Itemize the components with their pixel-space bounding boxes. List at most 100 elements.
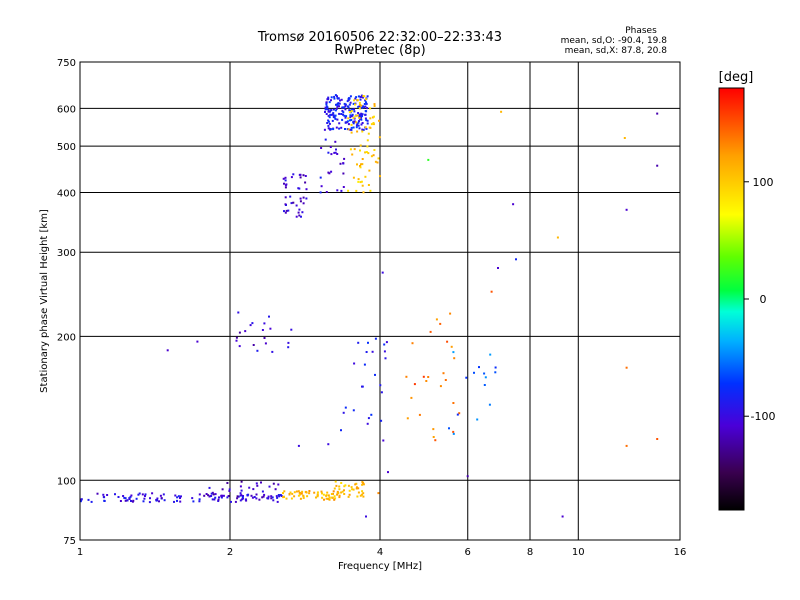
data-point (359, 98, 362, 101)
data-point (366, 119, 369, 122)
data-point (363, 106, 366, 109)
data-point (452, 430, 455, 433)
data-point (319, 176, 322, 179)
data-point (327, 494, 330, 497)
data-point (331, 119, 334, 122)
data-point (180, 495, 182, 498)
data-point (129, 495, 132, 498)
data-point (128, 498, 131, 500)
data-point (333, 498, 336, 501)
data-point (255, 493, 258, 496)
data-point (238, 331, 241, 334)
data-point (103, 499, 106, 502)
data-point (446, 340, 449, 343)
data-point (365, 102, 368, 105)
data-point (356, 486, 358, 489)
data-point (327, 96, 330, 99)
data-point (327, 127, 330, 130)
data-point (338, 127, 341, 130)
data-point (132, 499, 135, 502)
data-point (304, 181, 307, 184)
data-point (126, 499, 129, 502)
data-point (117, 496, 120, 498)
data-point (366, 107, 368, 110)
data-point (248, 486, 251, 489)
data-point (350, 115, 353, 118)
data-point (261, 496, 264, 499)
data-point (328, 116, 331, 119)
data-point (515, 258, 517, 261)
data-point (350, 123, 353, 126)
data-point (356, 114, 359, 117)
data-point (348, 111, 351, 114)
data-point (208, 486, 211, 489)
data-point (364, 126, 367, 129)
data-point (327, 171, 330, 174)
data-point (383, 343, 386, 346)
data-point (358, 127, 361, 130)
data-point (360, 118, 363, 121)
data-point (476, 418, 479, 421)
data-point (227, 495, 230, 497)
data-point (222, 494, 225, 497)
data-point (244, 498, 247, 501)
data-point (338, 122, 341, 125)
data-point (360, 163, 362, 166)
data-point (228, 488, 231, 491)
data-point (489, 353, 492, 356)
data-point (335, 148, 337, 151)
data-point (345, 115, 348, 118)
data-point (354, 115, 357, 118)
x-tick-label: 2 (227, 547, 233, 558)
data-point (364, 105, 367, 108)
data-point (362, 128, 365, 131)
data-point (298, 208, 301, 211)
data-point (348, 103, 351, 106)
plot-frame (79, 61, 681, 541)
data-point (367, 417, 370, 420)
data-point (329, 146, 332, 148)
data-point (240, 489, 243, 492)
y-tick-label: 300 (57, 248, 76, 259)
data-point (365, 101, 367, 104)
data-point (358, 120, 360, 123)
data-point (333, 487, 336, 490)
data-point (239, 485, 242, 488)
data-point (327, 120, 330, 123)
data-point (556, 236, 559, 239)
data-point (252, 488, 255, 491)
data-point (156, 499, 158, 502)
data-point (377, 157, 380, 160)
data-point (365, 351, 368, 353)
data-point (435, 318, 438, 321)
data-point (329, 128, 332, 131)
data-point (334, 94, 337, 97)
data-point (166, 349, 169, 352)
data-point (263, 493, 266, 496)
data-point (316, 493, 319, 496)
data-point (333, 95, 336, 98)
data-point (500, 110, 503, 113)
data-point (274, 488, 277, 491)
data-point (356, 99, 359, 102)
data-point (387, 471, 389, 474)
data-point (328, 122, 331, 125)
data-point (338, 485, 341, 488)
data-point (384, 357, 387, 360)
data-point (362, 495, 365, 498)
data-point (284, 176, 287, 179)
data-point (138, 492, 141, 495)
data-point (355, 189, 358, 192)
data-point (340, 98, 343, 101)
data-point (347, 123, 350, 126)
data-point (335, 107, 338, 110)
axis-ticks: 1 2 4 6 8 10 16 75 100 200 300 400 500 600 750 (57, 58, 686, 558)
data-point (297, 444, 300, 447)
data-point (364, 151, 367, 154)
data-point (326, 497, 329, 500)
data-point (332, 112, 335, 115)
data-point (361, 490, 364, 493)
data-point (367, 132, 370, 135)
data-point (325, 497, 328, 500)
